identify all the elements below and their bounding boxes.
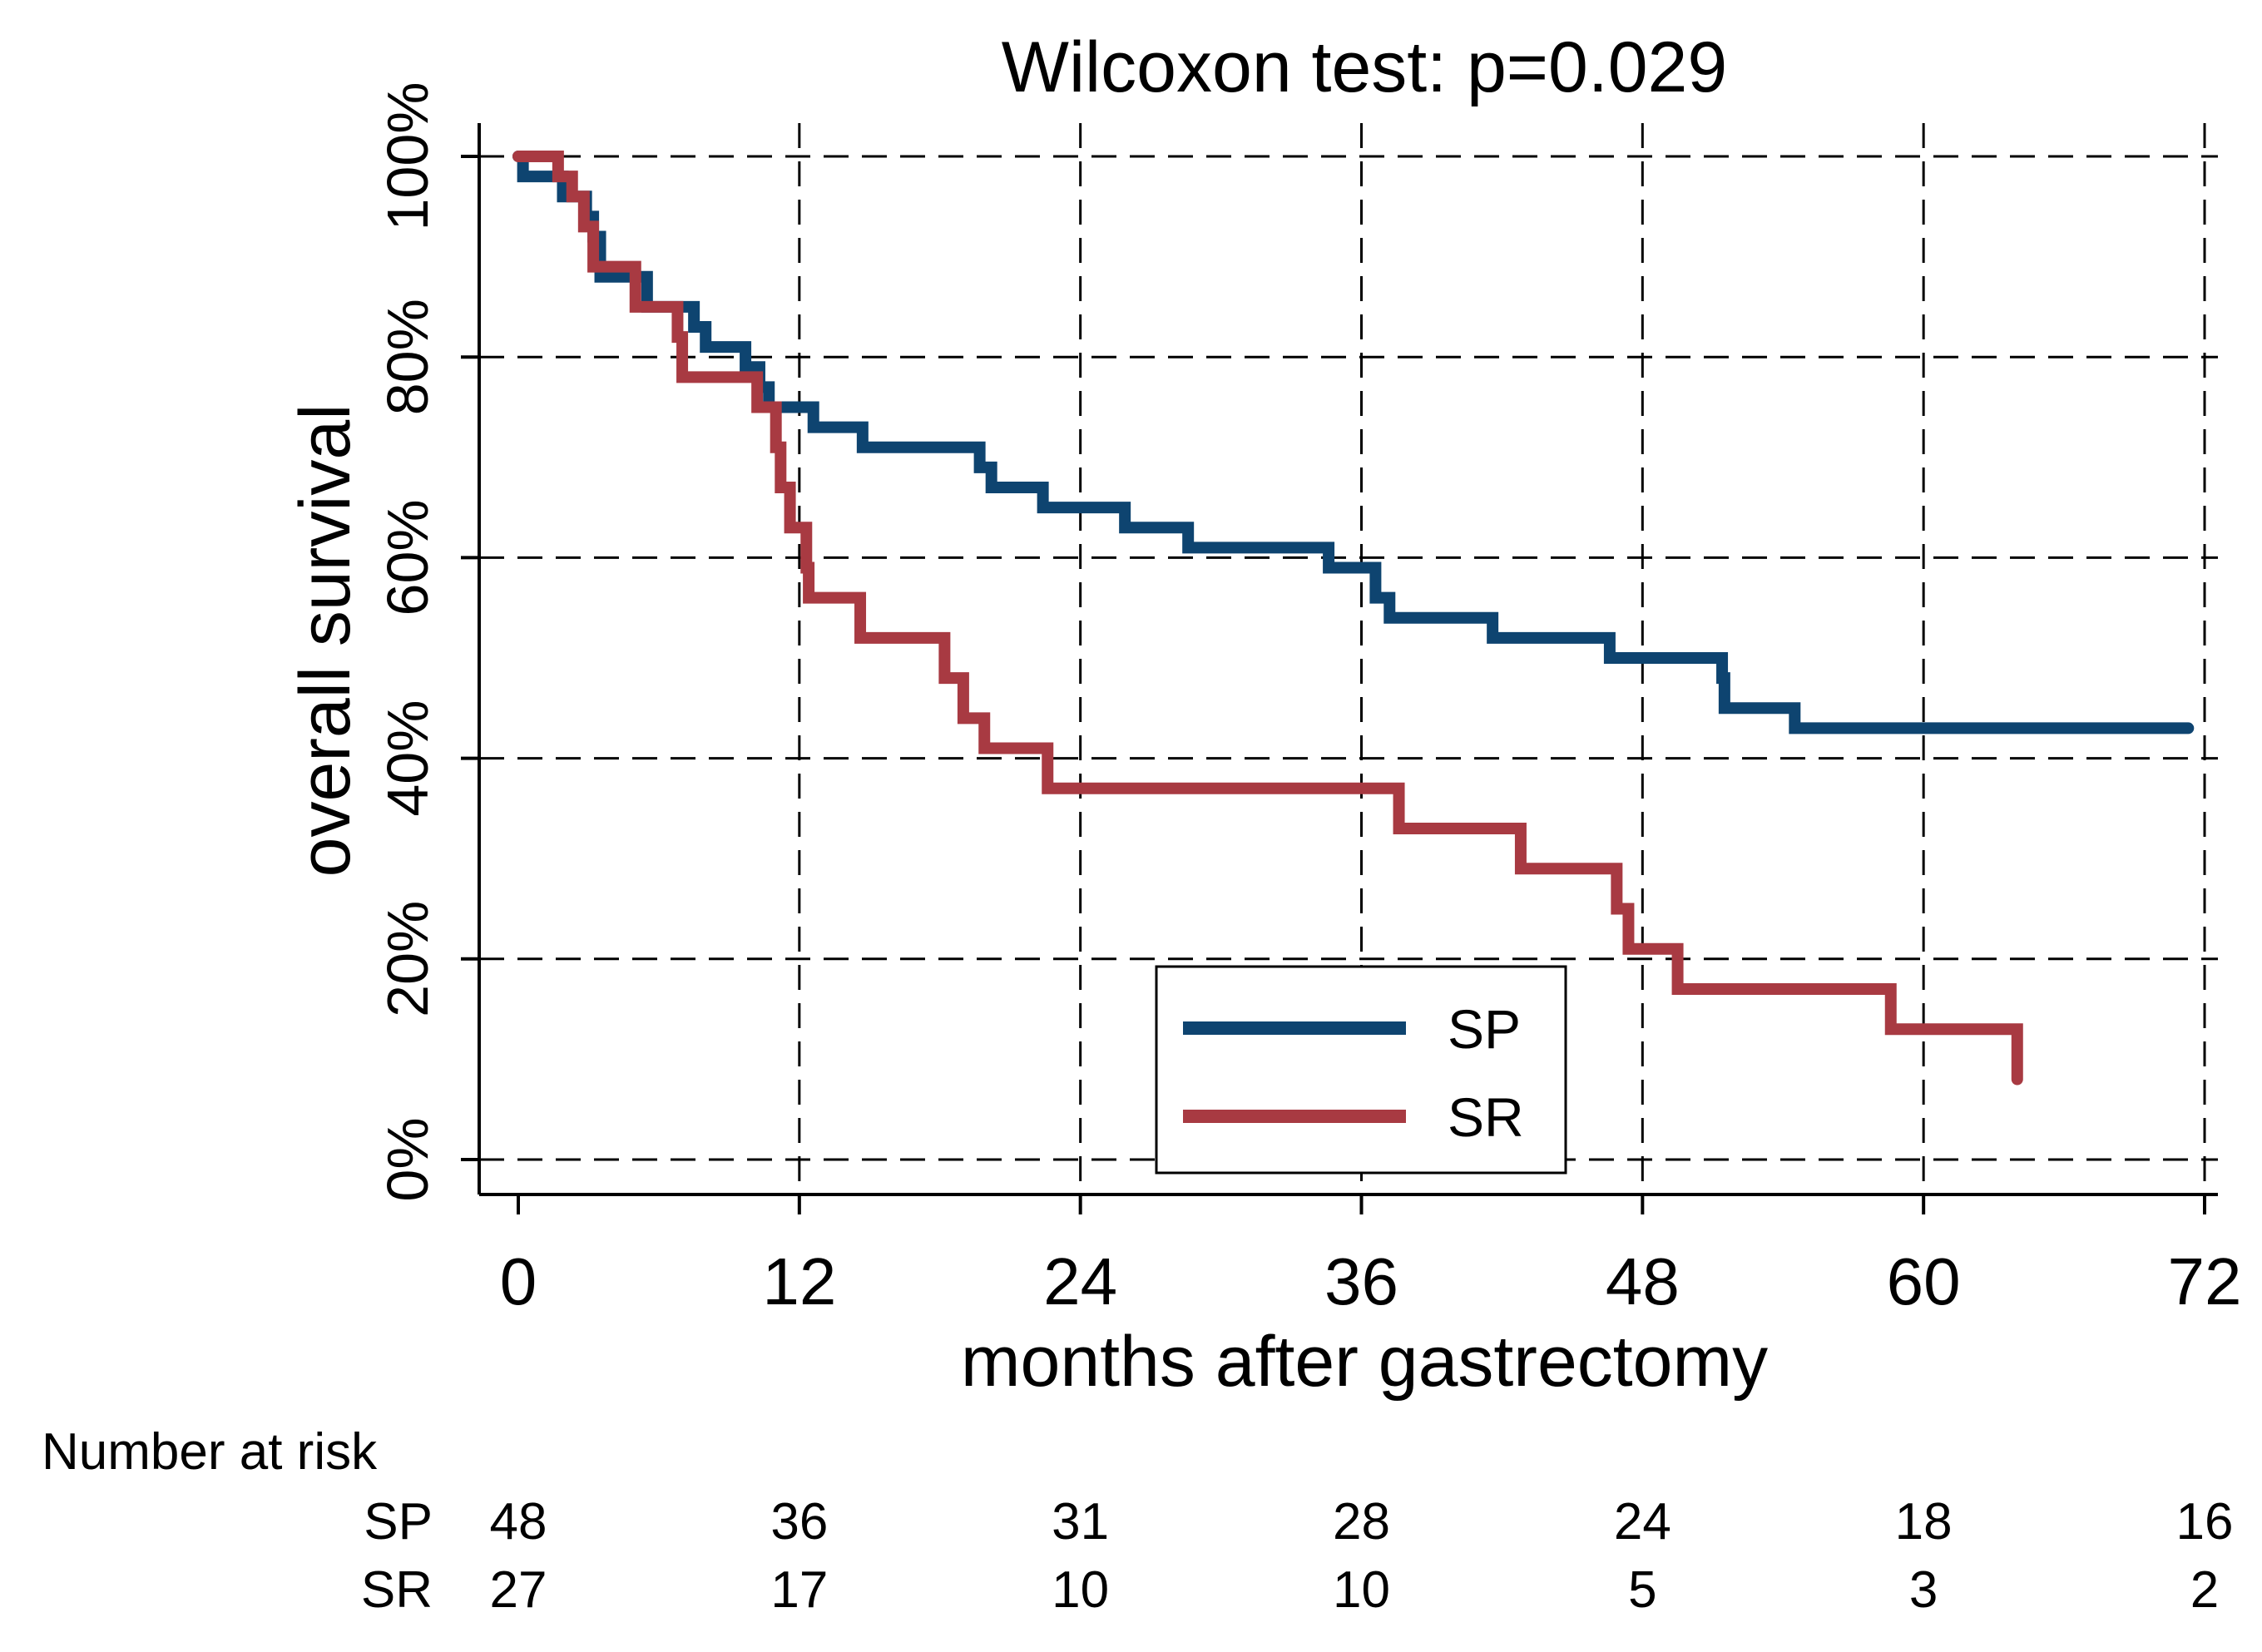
- y-tick-label: 40%: [375, 700, 440, 817]
- risk-value-sr: 27: [490, 1561, 547, 1619]
- risk-values: 48 36 31 28 24 18 16 27 17 10 10 5 3 2: [490, 1493, 2234, 1619]
- grid-lines: [479, 123, 2218, 1194]
- risk-value-sr: 17: [770, 1561, 828, 1619]
- x-axis-label: months after gastrectomy: [961, 1322, 1768, 1402]
- risk-value-sp: 24: [1614, 1493, 1671, 1551]
- y-tick-label: 80%: [375, 299, 440, 415]
- y-tick-label: 100%: [375, 82, 440, 230]
- y-tick-labels: 0% 20% 40% 60% 80% 100%: [375, 82, 440, 1201]
- x-tick-label: 24: [1043, 1244, 1117, 1318]
- risk-value-sr: 5: [1628, 1561, 1656, 1619]
- x-tick-label: 12: [762, 1244, 836, 1318]
- y-tick-label: 60%: [375, 499, 440, 616]
- risk-value-sr: 10: [1052, 1561, 1109, 1619]
- survival-curves: [512, 151, 2195, 1086]
- risk-value-sp: 48: [490, 1493, 547, 1551]
- risk-table-header: Number at risk: [42, 1423, 378, 1481]
- chart-title: Wilcoxon test: p=0.029: [1002, 27, 1727, 107]
- risk-value-sp: 18: [1895, 1493, 1953, 1551]
- risk-value-sr: 3: [1909, 1561, 1938, 1619]
- risk-value-sp: 16: [2176, 1493, 2234, 1551]
- y-axis-label: overall survival: [285, 404, 365, 878]
- legend-label-sr: SR: [1448, 1086, 1524, 1148]
- risk-value-sp: 36: [770, 1493, 828, 1551]
- risk-row-label-sp: SP: [364, 1493, 433, 1551]
- x-tick-label: 72: [2168, 1244, 2242, 1318]
- x-tick-label: 48: [1606, 1244, 1680, 1318]
- legend-box: [1155, 965, 1567, 1175]
- risk-value-sp: 31: [1052, 1493, 1109, 1551]
- y-tick-label: 20%: [375, 901, 440, 1017]
- x-tick-labels: 0 12 24 36 48 60 72: [500, 1244, 2242, 1318]
- x-tick-label: 0: [500, 1244, 537, 1318]
- risk-value-sp: 28: [1333, 1493, 1390, 1551]
- legend-label-sp: SP: [1448, 998, 1521, 1060]
- risk-value-sr: 2: [2190, 1561, 2219, 1619]
- x-tick-label: 60: [1887, 1244, 1961, 1318]
- y-tick-label: 0%: [375, 1117, 440, 1201]
- risk-row-label-sr: SR: [361, 1561, 433, 1619]
- x-tick-label: 36: [1324, 1244, 1398, 1318]
- number-at-risk-table: Number at risk SP SR 48 36 31 28 24 18 16 27 17 1…: [42, 1423, 2233, 1619]
- legend: SP SR: [1155, 965, 1567, 1175]
- series-line-sr: [512, 151, 2023, 1086]
- axes: [461, 123, 2218, 1214]
- series-line-sp: [512, 151, 2195, 734]
- risk-value-sr: 10: [1333, 1561, 1390, 1619]
